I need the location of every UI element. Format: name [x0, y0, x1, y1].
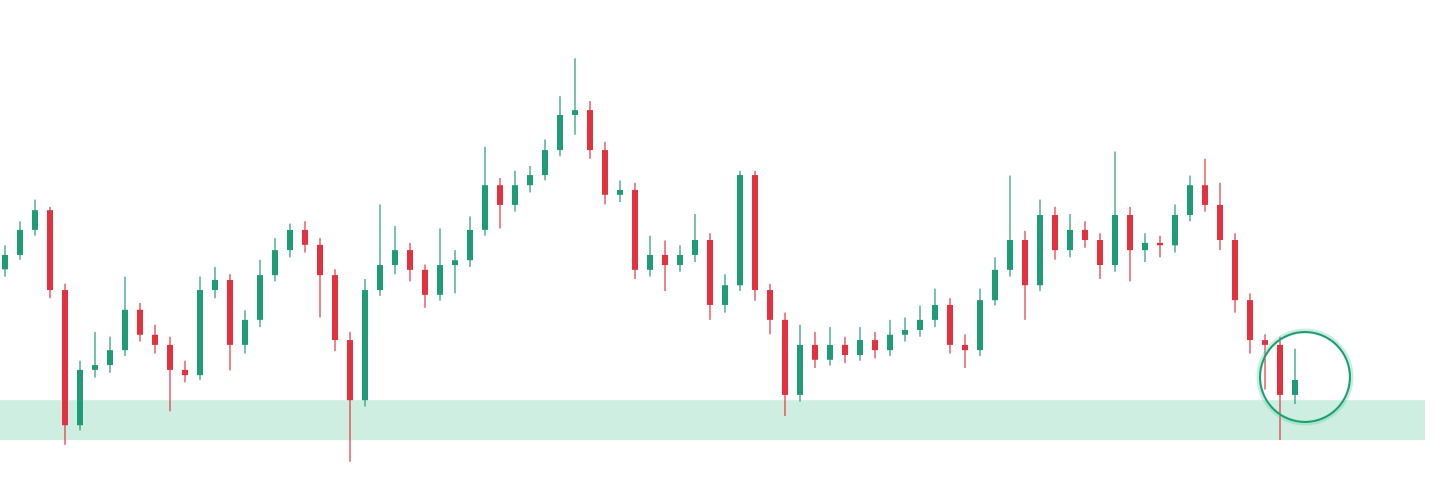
candle-body: [1022, 240, 1028, 286]
candle-body: [437, 265, 443, 295]
candle-body: [812, 344, 818, 360]
candle-body: [137, 309, 143, 335]
candle-body: [77, 369, 83, 426]
candle-body: [2, 254, 8, 270]
candle-body: [662, 254, 668, 266]
candle-body: [932, 304, 938, 320]
candle-body: [62, 290, 68, 426]
candle-body: [302, 229, 308, 245]
candle-body: [347, 340, 353, 401]
candle-body: [212, 279, 218, 291]
candle-body: [1262, 340, 1268, 345]
candle-body: [542, 150, 548, 176]
candle-body: [617, 189, 623, 195]
candle-body: [122, 309, 128, 351]
candle-body: [692, 240, 698, 255]
candle-body: [752, 175, 758, 291]
candle-body: [1082, 229, 1088, 241]
candle-body: [857, 340, 863, 355]
candle-body: [1202, 185, 1208, 205]
candle-body: [977, 300, 983, 351]
highlight-circle: [1256, 328, 1354, 426]
candle-body: [47, 210, 53, 291]
candle-body: [182, 369, 188, 376]
candle-body: [1127, 215, 1133, 251]
candle-body: [767, 290, 773, 320]
candle-body: [557, 114, 563, 151]
zone-layer: [0, 400, 1425, 441]
candle-body: [32, 210, 38, 230]
candle-body: [362, 290, 368, 401]
candle-body: [377, 265, 383, 291]
candle-body: [197, 290, 203, 376]
candle-body: [17, 229, 23, 255]
candle-body: [1232, 240, 1238, 301]
candle-body: [1172, 215, 1178, 246]
candle-body: [92, 365, 98, 370]
support-zone: [0, 400, 1425, 441]
candle-body: [782, 319, 788, 395]
candle-body: [1037, 215, 1043, 286]
candle-body: [497, 185, 503, 205]
candle-body: [572, 110, 578, 115]
candle-body: [992, 269, 998, 301]
candle-body: [1112, 215, 1118, 266]
candle-body: [1142, 242, 1148, 251]
candle-body: [242, 319, 248, 345]
candle-body: [587, 110, 593, 151]
candle-body: [902, 329, 908, 335]
candle-body: [407, 250, 413, 270]
candle-body: [1292, 379, 1298, 395]
candle-body: [632, 189, 638, 270]
candle-body: [1007, 240, 1013, 270]
candle-body: [1277, 344, 1283, 395]
candle-body: [1157, 242, 1163, 246]
candle-body: [602, 150, 608, 195]
candle-body: [317, 244, 323, 276]
candle-body: [482, 185, 488, 230]
candle-body: [1067, 229, 1073, 251]
candle-body: [872, 340, 878, 351]
candle-body: [1097, 240, 1103, 266]
candle-body: [827, 344, 833, 360]
candle-body: [512, 185, 518, 205]
candle-body: [737, 175, 743, 286]
candle-body: [947, 304, 953, 345]
candle-body: [677, 254, 683, 266]
candle-body: [797, 344, 803, 395]
candle-body: [227, 279, 233, 345]
candle-layer: [2, 58, 1298, 462]
candle-body: [452, 260, 458, 266]
candle-body: [287, 229, 293, 251]
candle-body: [107, 350, 113, 366]
candle-body: [707, 240, 713, 305]
candle-body: [392, 250, 398, 266]
candle-body: [722, 285, 728, 305]
candle-body: [467, 229, 473, 261]
candle-body: [257, 275, 263, 320]
circle: [1259, 331, 1351, 423]
candle-body: [152, 334, 158, 345]
candle-body: [962, 344, 968, 351]
candle-body: [1187, 185, 1193, 216]
candle-body: [527, 175, 533, 186]
candle-body: [1217, 204, 1223, 241]
candle-body: [887, 334, 893, 351]
candle-body: [272, 250, 278, 276]
candle-body: [1247, 300, 1253, 341]
candle-body: [1052, 215, 1058, 251]
candle-body: [167, 344, 173, 370]
candle-body: [332, 275, 338, 341]
candle-body: [422, 269, 428, 295]
candle-body: [917, 319, 923, 330]
candle-body: [647, 254, 653, 270]
candle-body: [842, 344, 848, 355]
